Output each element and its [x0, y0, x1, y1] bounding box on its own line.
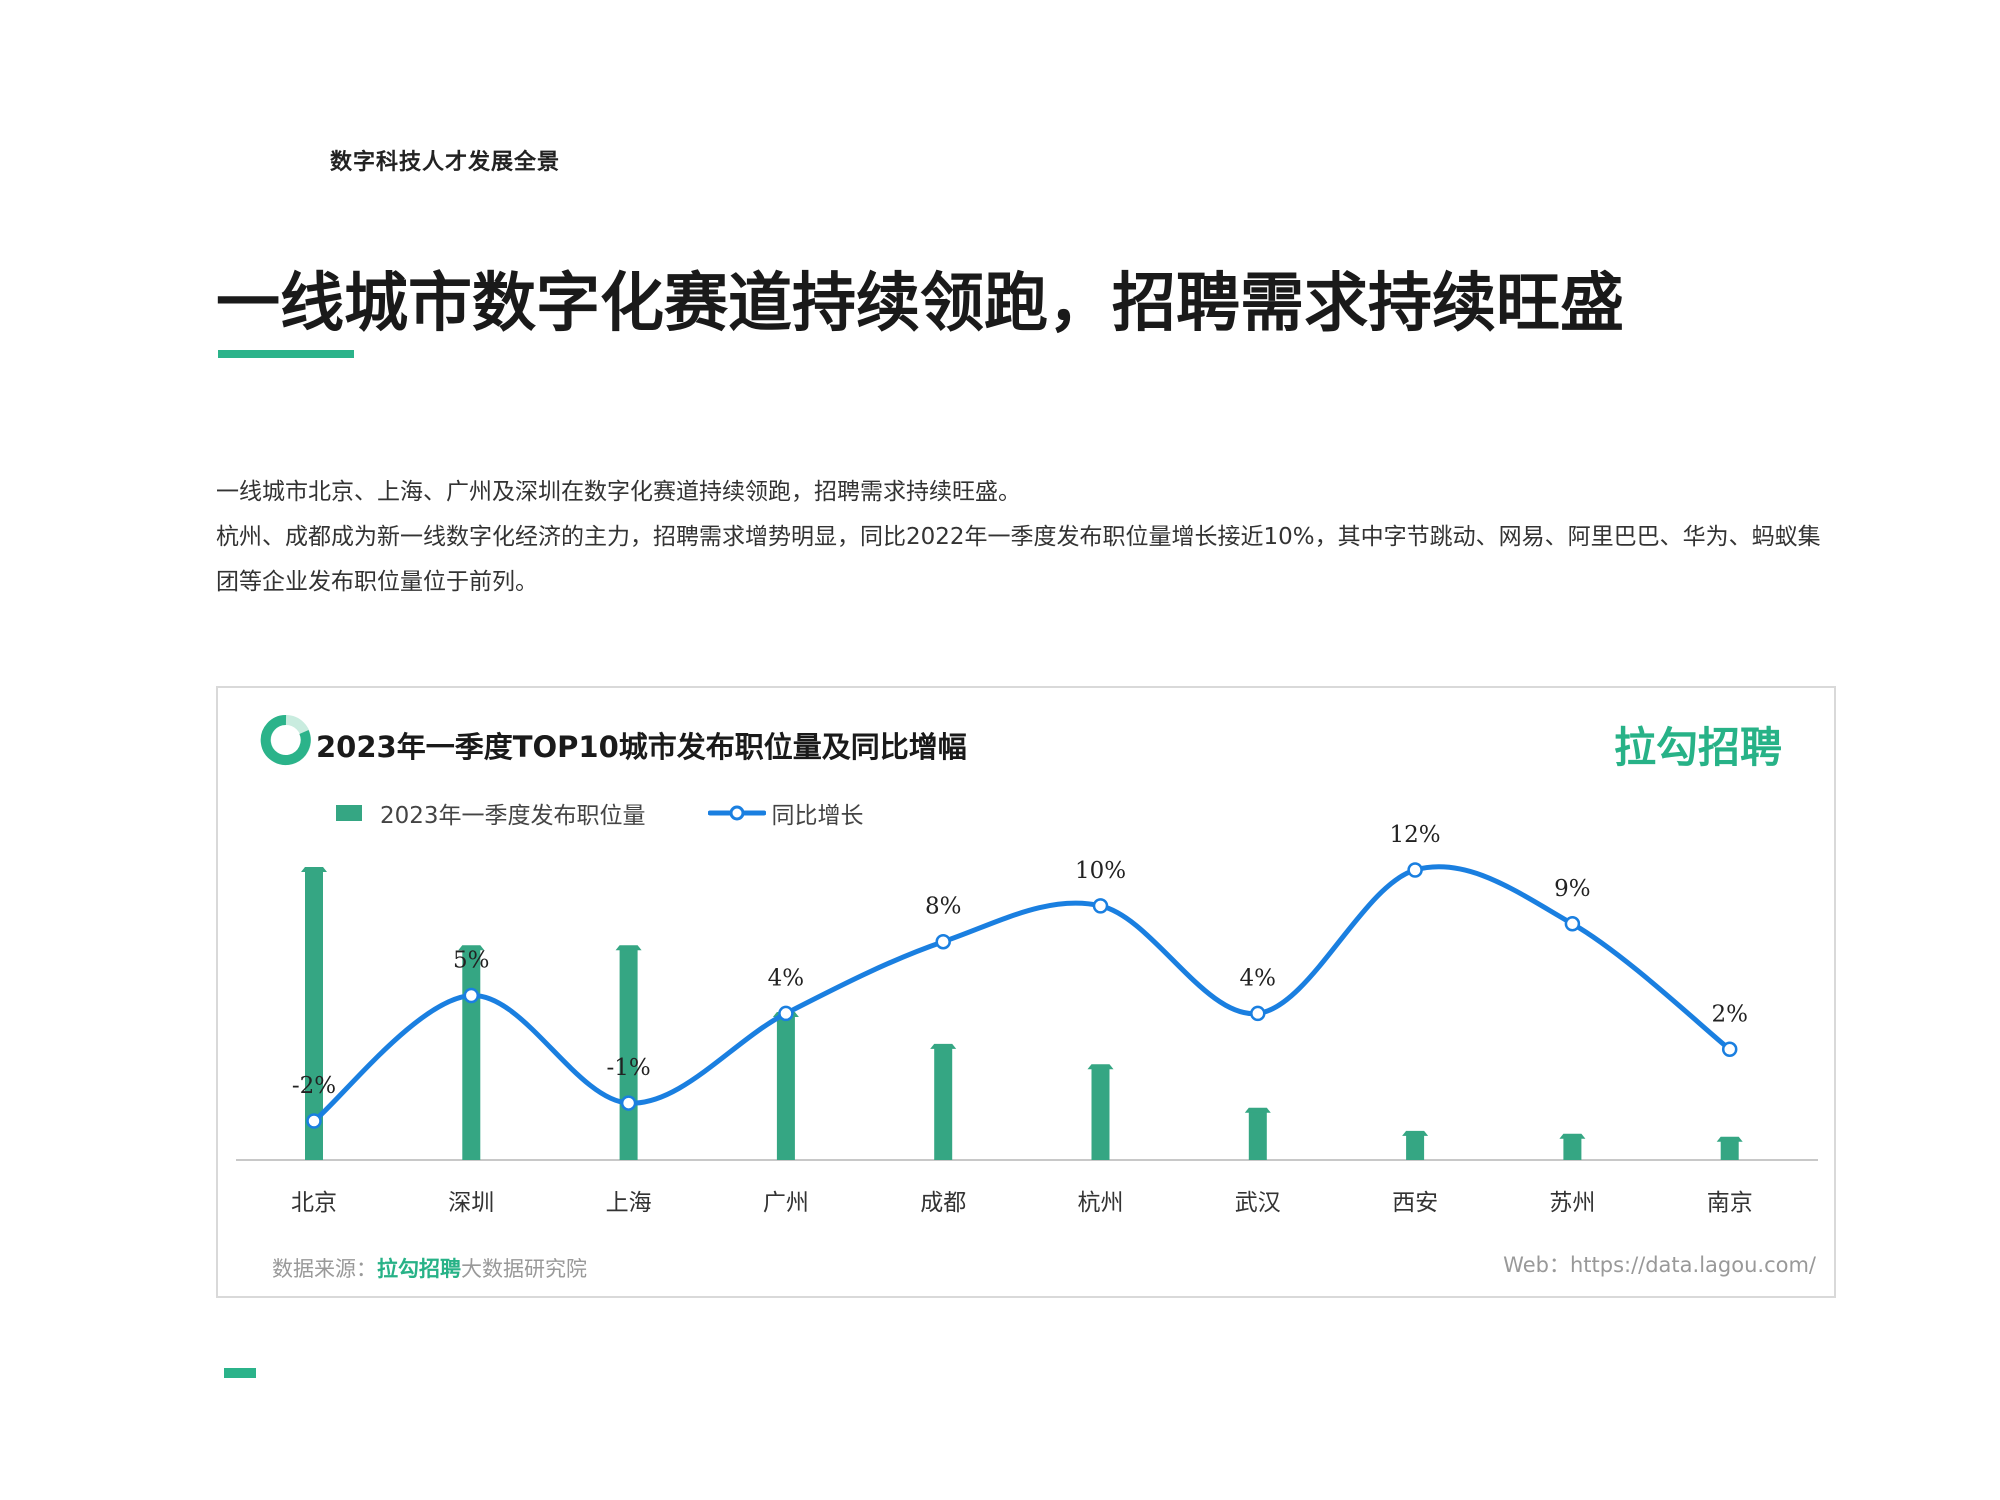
growth-label-上海: -1% — [606, 1055, 650, 1081]
growth-point-杭州 — [1092, 898, 1109, 914]
ring-logo-icon — [260, 714, 311, 765]
x-tick-广州: 广州 — [763, 1190, 809, 1216]
x-tick-武汉: 武汉 — [1235, 1190, 1281, 1216]
growth-label-武汉: 4% — [1240, 965, 1277, 991]
bar-cap-深圳 — [458, 945, 485, 951]
paragraph-1: 一线城市北京、上海、广州及深圳在数字化赛道持续领跑，招聘需求持续旺盛。 — [216, 479, 1021, 505]
bar-cap-上海 — [615, 945, 642, 951]
bar-南京 — [1720, 1139, 1739, 1160]
bar-广州 — [776, 1015, 795, 1160]
x-tick-北京: 北京 — [291, 1190, 337, 1216]
web-url: Web：https://data.lagou.com/ — [1503, 1253, 1816, 1277]
chart-title: 2023年一季度TOP10城市发布职位量及同比增幅 — [316, 730, 967, 764]
bar-深圳 — [462, 948, 481, 1160]
growth-label-北京: -2% — [292, 1073, 336, 1099]
growth-point-苏州 — [1564, 916, 1581, 932]
growth-label-深圳: 5% — [453, 948, 490, 974]
growth-point-北京 — [306, 1113, 322, 1129]
growth-label-成都: 8% — [925, 894, 962, 920]
legend-label-line: 同比增长 — [771, 803, 864, 829]
x-tick-杭州: 杭州 — [1078, 1190, 1124, 1216]
bar-cap-杭州 — [1087, 1064, 1114, 1070]
growth-label-杭州: 10% — [1075, 858, 1126, 884]
legend-line-swatch — [707, 805, 766, 821]
bar-苏州 — [1563, 1136, 1582, 1160]
legend-bar-swatch — [336, 805, 362, 821]
bar-成都 — [934, 1046, 953, 1160]
growth-point-广州 — [778, 1005, 794, 1022]
source-prefix: 数据来源： — [272, 1257, 377, 1281]
x-tick-成都: 成都 — [920, 1190, 966, 1216]
x-tick-深圳: 深圳 — [448, 1190, 494, 1216]
bar-cap-武汉 — [1244, 1107, 1271, 1113]
growth-point-武汉 — [1250, 1005, 1266, 1022]
bar-北京 — [305, 870, 323, 1160]
bar-cap-苏州 — [1559, 1133, 1586, 1139]
growth-line — [311, 864, 1733, 1124]
bar-武汉 — [1248, 1110, 1267, 1160]
chart-legend: 2023年一季度发布职位量 同比增长 — [336, 796, 864, 830]
growth-label-西安: 12% — [1390, 822, 1441, 848]
bar-杭州 — [1091, 1067, 1110, 1160]
growth-label-苏州: 9% — [1554, 876, 1591, 902]
page-title: 一线城市数字化赛道持续领跑，招聘需求持续旺盛 — [216, 267, 1624, 341]
paragraph-2: 杭州、成都成为新一线数字化经济的主力，招聘需求增势明显，同比2022年一季度发布… — [216, 524, 1821, 595]
growth-point-南京 — [1721, 1041, 1738, 1058]
growth-point-西安 — [1407, 862, 1423, 878]
source-suffix: 大数据研究院 — [461, 1257, 587, 1281]
chart-plot: -2% 5% -1% 4% 8% 10% 4% 12% 9% 2% 北京 深圳 上海 广州 成都 杭州 武汉 西安… — [236, 822, 1818, 1216]
legend-item-line: 同比增长 — [707, 796, 864, 830]
bar-cap-北京 — [301, 867, 327, 872]
growth-point-上海 — [620, 1095, 637, 1111]
bar-cap-南京 — [1716, 1136, 1743, 1142]
x-tick-苏州: 苏州 — [1549, 1190, 1595, 1216]
report-section-label: 数字科技人才发展全景 — [330, 150, 561, 175]
bar-cap-成都 — [930, 1043, 957, 1049]
bar-cap-西安 — [1402, 1130, 1429, 1136]
bar-西安 — [1406, 1133, 1425, 1160]
growth-point-深圳 — [463, 987, 480, 1004]
x-tick-上海: 上海 — [606, 1190, 652, 1216]
brand-logo-text: 拉勾招聘 — [1613, 723, 1782, 772]
legend-item-bar: 2023年一季度发布职位量 — [336, 796, 646, 830]
chart-card: 2023年一季度TOP10城市发布职位量及同比增幅 拉勾招聘 2023年一季度发… — [216, 686, 1836, 1298]
legend-label-bar: 2023年一季度发布职位量 — [380, 803, 646, 829]
intro-text: 一线城市北京、上海、广州及深圳在数字化赛道持续领跑，招聘需求持续旺盛。 杭州、成… — [216, 470, 1836, 605]
growth-label-广州: 4% — [768, 965, 805, 991]
page-marker — [224, 1368, 256, 1378]
x-tick-南京: 南京 — [1707, 1190, 1753, 1216]
x-tick-西安: 西安 — [1392, 1190, 1438, 1216]
growth-point-成都 — [935, 933, 951, 950]
source-brand: 拉勾招聘 — [377, 1257, 461, 1281]
data-source: 数据来源：拉勾招聘大数据研究院 — [272, 1253, 587, 1283]
title-underline — [218, 350, 354, 358]
growth-label-南京: 2% — [1711, 1001, 1748, 1027]
